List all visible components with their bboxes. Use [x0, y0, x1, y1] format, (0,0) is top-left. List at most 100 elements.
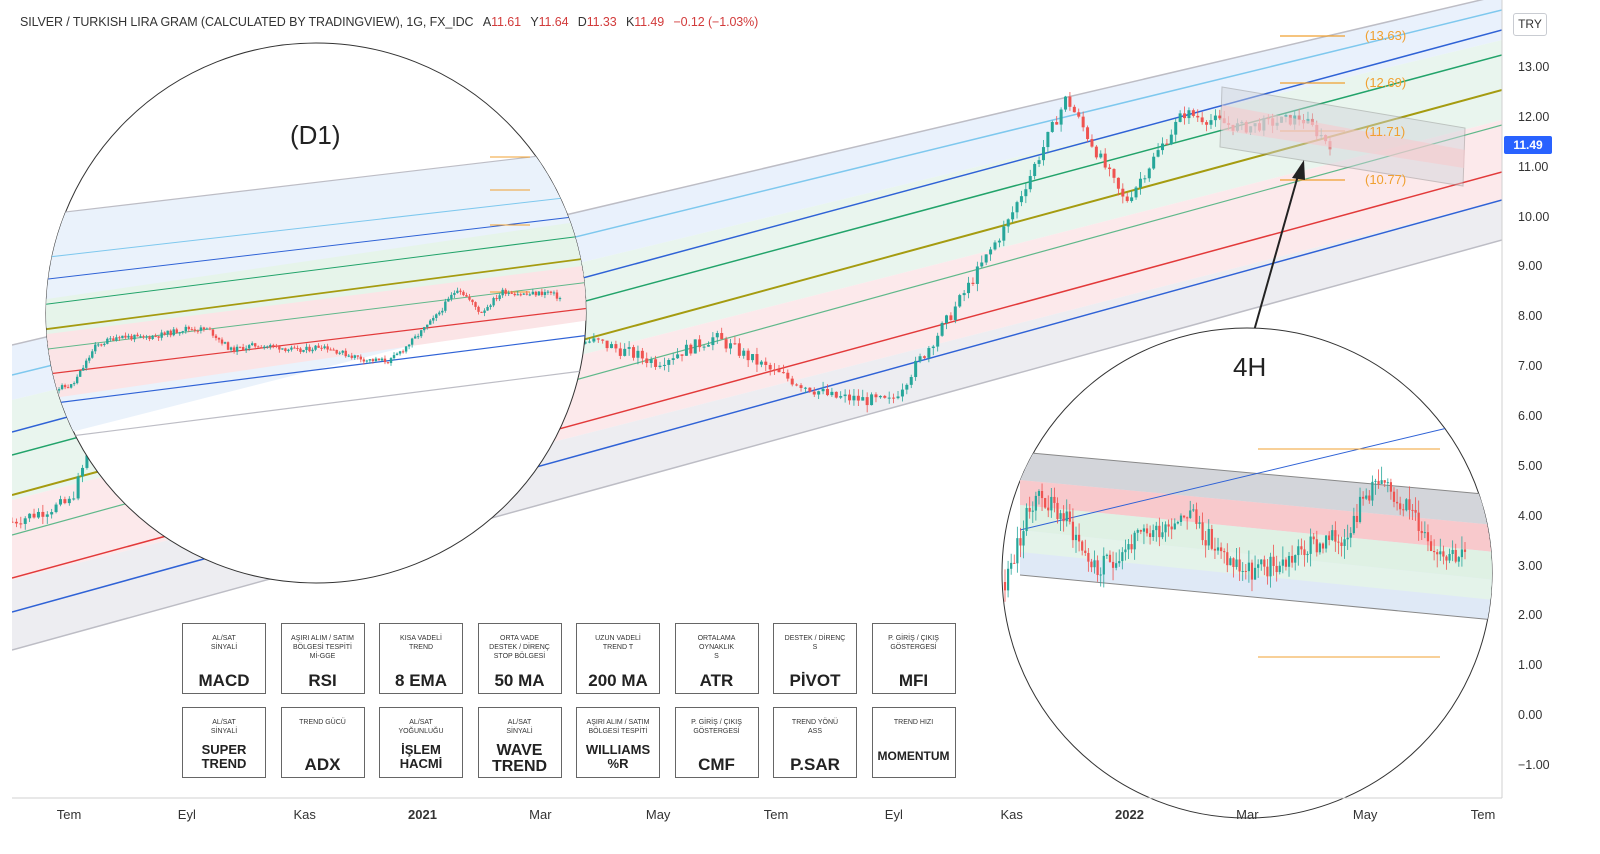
candle: [269, 345, 272, 347]
candle: [596, 338, 600, 340]
change-value: −0.12 (−1.03%): [673, 15, 759, 29]
candle: [72, 383, 76, 385]
candle: [109, 338, 112, 340]
y-tick-label: 13.00: [1518, 60, 1550, 74]
arrow-annotation: [1249, 160, 1305, 346]
candle: [250, 343, 254, 346]
candle: [1164, 524, 1167, 533]
candle: [208, 328, 212, 330]
candle: [1016, 538, 1019, 564]
candle: [1047, 507, 1050, 511]
candle: [1433, 551, 1436, 553]
y-tick-label: 11.00: [1518, 159, 1549, 174]
candle: [166, 330, 169, 335]
candle: [157, 336, 160, 338]
candle: [1309, 536, 1312, 554]
candle: [1340, 542, 1343, 546]
channel-line: [12, 239, 1502, 651]
candle: [1371, 481, 1374, 501]
candle: [609, 344, 613, 349]
candle: [812, 391, 816, 395]
candle: [54, 504, 58, 513]
candle: [1034, 495, 1037, 511]
candle: [852, 395, 856, 401]
candle: [362, 359, 366, 362]
candle: [1187, 110, 1191, 119]
indicator-subtitle: TREND HIZI: [893, 719, 934, 726]
indicator-tile: TREND YÖNÜ ASS P.SAR: [773, 707, 857, 778]
candle: [1226, 552, 1229, 566]
candle: [413, 336, 417, 339]
x-tick-label: Eyl: [177, 807, 196, 822]
candle: [786, 372, 790, 379]
candle: [1028, 507, 1031, 512]
indicator-tile: TREND HIZI MOMENTUM: [871, 707, 956, 778]
candle: [377, 358, 381, 361]
candle: [1081, 116, 1085, 128]
candle: [1291, 555, 1294, 563]
candle: [91, 351, 94, 358]
candle: [1223, 551, 1226, 553]
candle: [1155, 525, 1158, 531]
candle: [419, 330, 423, 337]
candle: [1019, 538, 1022, 546]
candle: [1205, 122, 1209, 125]
candle: [266, 346, 269, 348]
candle: [1257, 564, 1260, 568]
candle: [1031, 510, 1034, 512]
x-tick-label: Eyl: [884, 807, 903, 822]
candle: [1306, 553, 1309, 556]
y-tick-label: 12.00: [1518, 109, 1550, 124]
candle: [1003, 582, 1007, 591]
indicator-name: SUPER TREND: [201, 742, 247, 771]
candle: [1439, 551, 1442, 555]
indicator-name: RSI: [308, 671, 337, 690]
candle: [1182, 515, 1186, 518]
candle: [1077, 112, 1081, 117]
candle: [1086, 127, 1090, 140]
y-tick-label: 7.00: [1518, 359, 1543, 374]
candle: [1213, 548, 1217, 551]
candle: [326, 346, 329, 350]
candle: [1033, 163, 1037, 177]
candle: [971, 282, 975, 284]
currency-button[interactable]: TRY: [1513, 13, 1547, 36]
candle: [426, 324, 429, 328]
candle: [78, 370, 82, 377]
candle: [145, 336, 148, 338]
candle: [1196, 115, 1200, 118]
candle: [1352, 515, 1355, 534]
candle: [254, 343, 257, 347]
candle: [905, 384, 909, 390]
candle: [395, 353, 399, 356]
candle: [1278, 565, 1281, 573]
candle: [1392, 491, 1396, 502]
candle: [142, 336, 145, 338]
candle: [817, 391, 821, 395]
y-tick-label: 9.00: [1518, 259, 1543, 274]
candle: [558, 298, 562, 300]
candle: [1099, 574, 1102, 576]
candle: [543, 292, 547, 295]
candle: [1138, 178, 1142, 188]
candle: [720, 333, 724, 340]
candle: [1125, 196, 1129, 202]
candle: [759, 361, 763, 365]
candle: [1218, 115, 1222, 119]
candle: [507, 292, 510, 294]
candle: [1015, 202, 1019, 213]
candle: [949, 315, 953, 320]
candle: [1420, 530, 1423, 534]
candle: [834, 391, 838, 398]
candle: [1395, 501, 1399, 504]
candle: [874, 394, 878, 398]
candle: [495, 298, 498, 300]
candle: [1143, 178, 1147, 180]
candle: [1055, 122, 1059, 125]
candle: [169, 330, 172, 336]
candle: [962, 293, 966, 296]
candle: [1232, 558, 1235, 567]
candle: [1121, 188, 1125, 197]
candle: [1041, 147, 1045, 161]
